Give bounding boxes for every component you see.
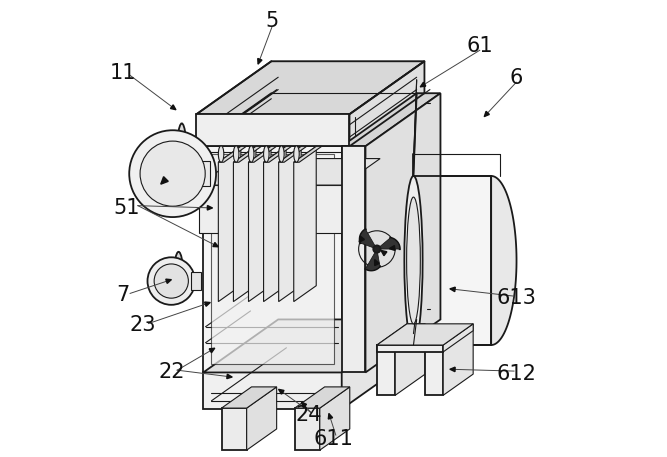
Ellipse shape [233,146,239,162]
Polygon shape [196,114,350,146]
Polygon shape [199,159,380,185]
Polygon shape [263,146,291,162]
Polygon shape [227,374,232,379]
Polygon shape [450,287,456,292]
Text: 613: 613 [496,288,536,308]
Polygon shape [233,146,256,302]
Polygon shape [166,279,171,283]
Text: 6: 6 [510,68,523,88]
Polygon shape [342,146,366,372]
Polygon shape [209,348,215,353]
Circle shape [154,264,188,298]
Ellipse shape [249,146,254,162]
Polygon shape [203,372,342,409]
Polygon shape [342,93,417,372]
Polygon shape [359,236,364,242]
Polygon shape [199,161,209,186]
Polygon shape [366,93,440,372]
Polygon shape [207,206,212,210]
Polygon shape [191,272,201,290]
Polygon shape [443,324,473,395]
Polygon shape [247,387,277,450]
Polygon shape [342,319,417,409]
Text: 11: 11 [110,63,137,83]
Polygon shape [328,414,333,419]
Ellipse shape [404,176,423,345]
Text: 612: 612 [496,364,536,384]
Polygon shape [203,93,417,146]
Ellipse shape [218,146,224,162]
Polygon shape [381,250,387,256]
Polygon shape [377,345,395,395]
Polygon shape [377,238,400,249]
Polygon shape [205,302,210,306]
Polygon shape [375,260,380,266]
Polygon shape [171,105,176,110]
Text: 611: 611 [313,429,354,449]
Polygon shape [414,176,491,345]
Polygon shape [293,146,316,302]
Polygon shape [211,154,334,364]
Text: 5: 5 [265,11,278,31]
Polygon shape [233,146,261,162]
Polygon shape [491,176,516,345]
Ellipse shape [263,146,269,162]
Polygon shape [377,345,443,352]
Text: 23: 23 [129,315,155,335]
Text: 24: 24 [295,405,321,425]
Text: 61: 61 [466,36,493,56]
Text: 51: 51 [113,198,140,218]
Polygon shape [221,408,247,450]
Polygon shape [249,146,271,302]
Ellipse shape [279,146,284,162]
Circle shape [129,130,216,217]
Polygon shape [221,387,277,408]
Circle shape [374,245,381,253]
Polygon shape [301,402,307,407]
Polygon shape [377,324,425,345]
Ellipse shape [293,146,299,162]
Polygon shape [293,146,321,162]
Polygon shape [279,146,301,302]
Ellipse shape [174,252,183,299]
Polygon shape [161,177,168,184]
Polygon shape [420,82,426,87]
Polygon shape [203,319,417,372]
Polygon shape [279,146,307,162]
Polygon shape [425,345,443,395]
Polygon shape [213,243,218,247]
Polygon shape [319,387,350,450]
Polygon shape [395,324,425,395]
Polygon shape [484,112,490,117]
Polygon shape [360,229,377,249]
Text: 22: 22 [158,362,185,383]
Ellipse shape [176,123,187,210]
Polygon shape [218,146,246,162]
Polygon shape [417,93,440,319]
Polygon shape [257,58,262,64]
Polygon shape [199,185,343,233]
Polygon shape [203,146,342,372]
Polygon shape [443,324,473,352]
Polygon shape [450,367,455,372]
Polygon shape [377,324,473,345]
Polygon shape [218,146,241,302]
Polygon shape [196,61,424,114]
Polygon shape [366,249,380,271]
Ellipse shape [407,197,420,324]
Polygon shape [249,146,276,162]
Polygon shape [342,93,440,146]
Polygon shape [350,61,424,146]
Polygon shape [263,146,286,302]
Polygon shape [390,245,395,250]
Polygon shape [279,389,284,394]
Polygon shape [295,408,319,450]
Circle shape [147,257,195,305]
Polygon shape [278,93,417,319]
Circle shape [140,141,205,206]
Text: 7: 7 [117,285,130,305]
Polygon shape [295,387,350,408]
